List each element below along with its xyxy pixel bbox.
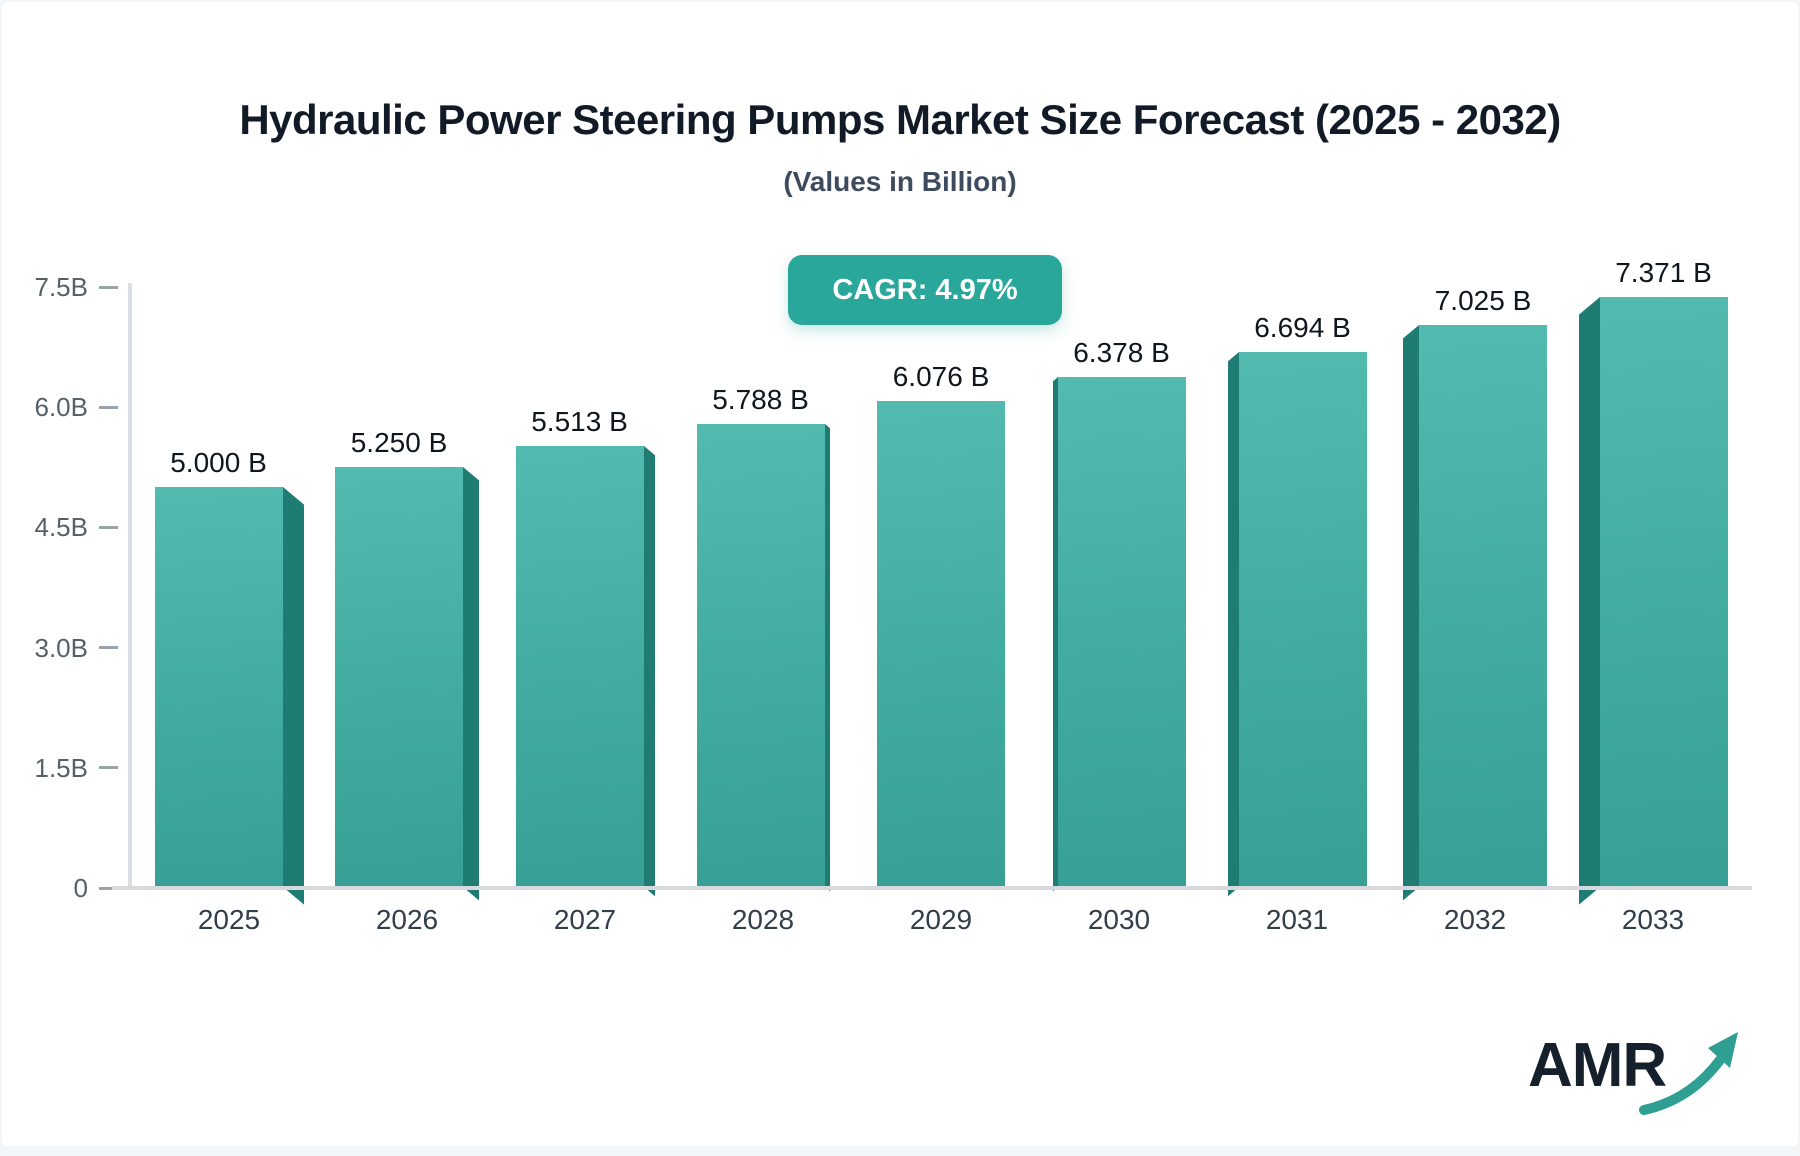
y-tick-label: 0 [73, 873, 88, 903]
y-tick-label: 1.5B [34, 752, 89, 783]
bar-2032 [1419, 325, 1547, 887]
cagr-badge: CAGR: 4.97% [788, 255, 1062, 325]
y-tick-label: 6.0B [34, 392, 89, 423]
x-tick-label: 2030 [1087, 904, 1151, 935]
bar-side-2033 [1578, 297, 1600, 905]
x-tick-label: 2028 [731, 904, 795, 935]
bar-2029 [877, 401, 1005, 887]
y-tick-dash [99, 525, 118, 529]
bar-value-label: 6.076 B [892, 361, 990, 393]
y-axis-line [128, 283, 132, 890]
bar-value-label: 6.378 B [1073, 336, 1170, 368]
x-axis-line [112, 886, 1752, 890]
x-tick-label: 2032 [1443, 904, 1507, 935]
bar-value-label: 6.694 B [1254, 311, 1351, 343]
y-tick-dash [99, 886, 118, 890]
bar-2031 [1238, 351, 1367, 887]
y-tick-dash [99, 646, 118, 650]
growth-arrow-icon [1639, 1032, 1738, 1115]
y-tick-dash [99, 766, 118, 770]
x-tick-label: 2027 [553, 904, 617, 935]
amr-logo: AMR [1520, 1022, 1750, 1122]
bar-value-label: 5.000 B [170, 447, 267, 479]
bar-2028 [696, 424, 825, 887]
x-tick-label: 2029 [909, 904, 973, 935]
bar-value-label: 5.250 B [350, 427, 448, 459]
x-tick-label: 2025 [197, 904, 261, 935]
bar-2025 [154, 487, 283, 887]
bar-2026 [335, 467, 463, 887]
x-tick-label: 2031 [1265, 904, 1329, 935]
bar-value-label: 5.513 B [531, 406, 628, 438]
y-tick-dash [99, 405, 118, 409]
chart-title: Hydraulic Power Steering Pumps Market Si… [239, 96, 1561, 143]
y-tick-dash [99, 285, 118, 289]
bar-value-label: 7.371 B [1615, 257, 1712, 289]
chart-subtitle: (Values in Billion) [783, 166, 1017, 197]
bar-2027 [515, 446, 644, 887]
y-tick-label: 4.5B [34, 512, 89, 543]
bar-side-2027 [643, 446, 655, 897]
bar-2033 [1599, 297, 1728, 887]
y-tick-label: 3.0B [34, 632, 89, 663]
bar-side-2031 [1227, 351, 1239, 897]
bar-value-label: 7.025 B [1434, 285, 1532, 317]
x-tick-label: 2026 [375, 904, 439, 935]
y-tick-label: 7.5B [34, 272, 89, 302]
bar-side-2032 [1403, 325, 1419, 901]
bar-2030 [1057, 376, 1186, 887]
bar-side-2026 [463, 467, 479, 901]
bar-value-label: 5.788 B [712, 384, 809, 416]
bar-side-2025 [282, 487, 304, 905]
x-tick-label: 2033 [1621, 904, 1685, 935]
bar-side-2028 [824, 424, 830, 892]
amr-logo-text: AMR [1528, 1031, 1667, 1100]
